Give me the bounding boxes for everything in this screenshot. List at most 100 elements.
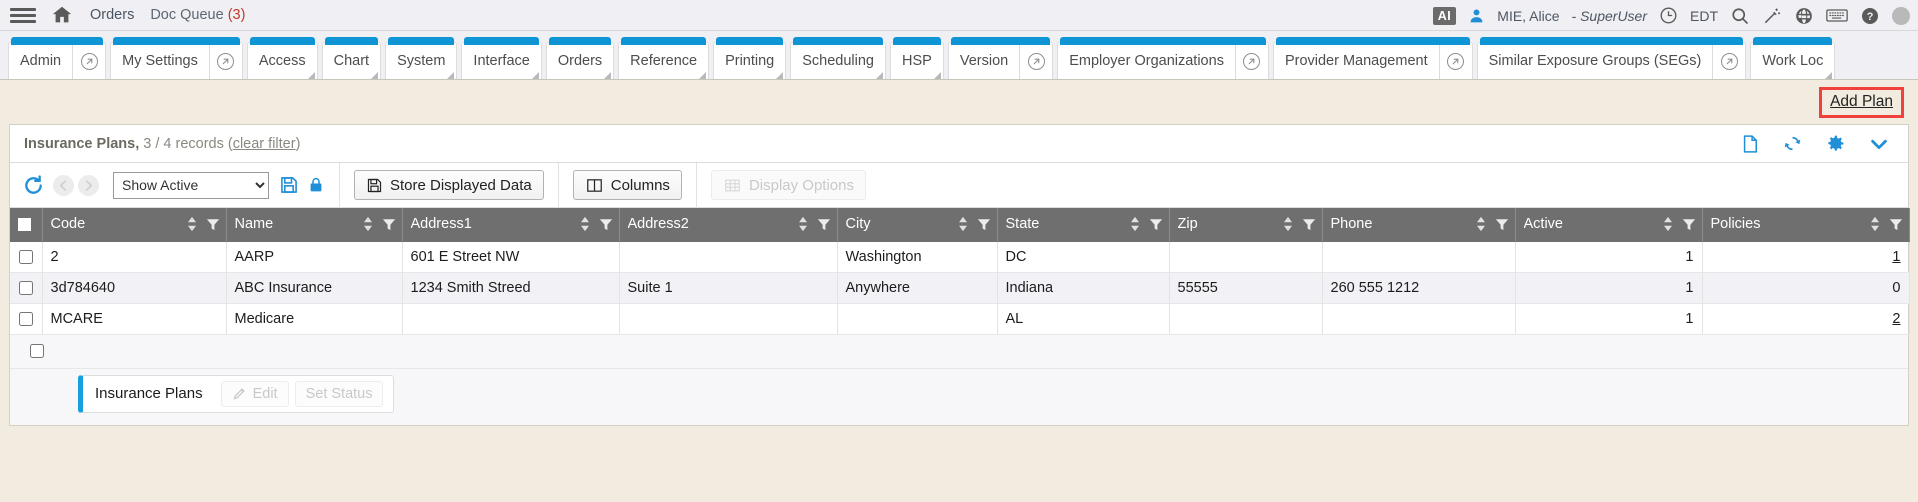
filter-icon[interactable]: [817, 217, 831, 232]
column-header-zip[interactable]: Zip: [1169, 208, 1323, 242]
clock-icon[interactable]: [1659, 6, 1678, 25]
column-header-address2[interactable]: Address2: [619, 208, 838, 242]
filter-icon[interactable]: [206, 217, 220, 232]
breadcrumb-orders[interactable]: Orders: [90, 7, 135, 23]
sort-icon[interactable]: [797, 216, 809, 232]
row-select-checkbox[interactable]: [18, 280, 33, 295]
sort-icon[interactable]: [362, 216, 374, 232]
filter-icon[interactable]: [1889, 217, 1903, 232]
column-header-state[interactable]: State: [997, 208, 1170, 242]
tab-popout[interactable]: [72, 43, 105, 79]
tab-interface[interactable]: Interface: [461, 37, 542, 79]
sort-icon[interactable]: [1129, 216, 1141, 232]
tab-admin[interactable]: Admin: [8, 37, 107, 79]
add-plan-link[interactable]: Add Plan: [1830, 92, 1893, 110]
sort-icon[interactable]: [1869, 216, 1881, 232]
ai-chip[interactable]: AI: [1432, 6, 1457, 25]
sort-icon[interactable]: [1662, 216, 1674, 232]
refresh-grid-icon[interactable]: [22, 174, 45, 197]
tab-work-loc[interactable]: Work Loc: [1750, 37, 1836, 79]
filter-icon[interactable]: [977, 217, 991, 232]
tab-reference[interactable]: Reference: [618, 37, 710, 79]
tab-orders[interactable]: Orders: [545, 37, 615, 79]
table-row[interactable]: 2 AARP 601 E Street NW Washington DC 1 1: [10, 241, 1910, 273]
sort-icon[interactable]: [579, 216, 591, 232]
column-header-city[interactable]: City: [837, 208, 998, 242]
popout-icon[interactable]: [217, 52, 235, 70]
home-icon[interactable]: [50, 4, 74, 26]
column-header-policies[interactable]: Policies: [1702, 208, 1910, 242]
popout-icon[interactable]: [1027, 52, 1045, 70]
column-header-active[interactable]: Active: [1515, 208, 1703, 242]
tab-chart[interactable]: Chart: [321, 37, 382, 79]
hamburger-icon[interactable]: [10, 5, 36, 25]
tab-popout[interactable]: [1712, 43, 1745, 79]
tab-scheduling[interactable]: Scheduling: [790, 37, 886, 79]
row-select-checkbox[interactable]: [18, 249, 33, 264]
tab-system[interactable]: System: [385, 37, 458, 79]
sort-icon[interactable]: [1475, 216, 1487, 232]
tab-hsp[interactable]: HSP: [890, 37, 944, 79]
select-all-header[interactable]: [10, 208, 43, 242]
sort-icon[interactable]: [186, 216, 198, 232]
tab-popout[interactable]: [1019, 43, 1052, 79]
policies-link[interactable]: 1: [1892, 248, 1901, 265]
row-select-cell[interactable]: [10, 241, 43, 273]
column-header-phone[interactable]: Phone: [1322, 208, 1516, 242]
tab-popout[interactable]: [1234, 43, 1268, 79]
row-select-checkbox[interactable]: [18, 311, 33, 326]
breadcrumb-doc-queue[interactable]: Doc Queue (3): [150, 7, 245, 23]
sort-icon[interactable]: [957, 216, 969, 232]
footer-select-checkbox[interactable]: [30, 344, 44, 358]
previous-page-icon[interactable]: [53, 174, 74, 196]
save-icon[interactable]: [279, 175, 299, 195]
keyboard-icon[interactable]: [1826, 7, 1848, 24]
user-avatar-dot[interactable]: [1892, 6, 1910, 25]
filter-icon[interactable]: [1495, 217, 1509, 232]
cell-zip: [1169, 241, 1323, 273]
tab-provider-management[interactable]: Provider Management: [1272, 37, 1473, 79]
row-select-cell[interactable]: [10, 272, 43, 304]
popout-icon[interactable]: [80, 52, 98, 70]
columns-button[interactable]: Columns: [572, 170, 682, 200]
filter-icon[interactable]: [382, 217, 396, 232]
show-active-select[interactable]: Show ActiveShow AllShow Inactive: [113, 171, 269, 199]
filter-icon[interactable]: [599, 217, 613, 232]
new-document-icon[interactable]: [1740, 133, 1760, 155]
tab-popout[interactable]: [208, 43, 242, 79]
column-header-name[interactable]: Name: [226, 208, 403, 242]
tab-access[interactable]: Access: [246, 37, 318, 79]
user-name[interactable]: MIE, Alice: [1497, 7, 1560, 24]
select-all-checkbox[interactable]: [18, 217, 31, 231]
popout-icon[interactable]: [1243, 52, 1261, 70]
clear-filter-link[interactable]: clear filter: [232, 135, 296, 152]
tab-printing[interactable]: Printing: [713, 37, 787, 79]
filter-icon[interactable]: [1682, 217, 1696, 232]
gear-icon[interactable]: [1825, 133, 1846, 154]
tab-version[interactable]: Version: [947, 37, 1054, 79]
lock-icon[interactable]: [307, 175, 325, 195]
next-page-icon[interactable]: [78, 174, 99, 196]
table-row[interactable]: MCARE Medicare AL 1 2: [10, 303, 1910, 335]
table-row[interactable]: 3d784640 ABC Insurance 1234 Smith Streed Su…: [10, 272, 1910, 304]
filter-icon[interactable]: [1302, 217, 1316, 232]
filter-icon[interactable]: [1149, 217, 1163, 232]
refresh-icon[interactable]: [1782, 133, 1803, 154]
row-select-cell[interactable]: [10, 303, 43, 335]
help-icon[interactable]: ?: [1860, 6, 1880, 26]
magic-wand-icon[interactable]: [1762, 6, 1782, 26]
tab-employer-organizations[interactable]: Employer Organizations: [1057, 37, 1269, 79]
policies-link[interactable]: 2: [1892, 310, 1901, 327]
column-header-code[interactable]: Code: [42, 208, 227, 242]
tab-my-settings[interactable]: My Settings: [110, 37, 243, 79]
store-displayed-data-button[interactable]: Store Displayed Data: [354, 170, 544, 200]
globe-icon[interactable]: [1794, 6, 1814, 26]
popout-icon[interactable]: [1447, 52, 1465, 70]
chevron-down-icon[interactable]: [1868, 133, 1890, 155]
tab-similar-exposure-groups-segs[interactable]: Similar Exposure Groups (SEGs): [1476, 37, 1747, 79]
popout-icon[interactable]: [1720, 52, 1738, 70]
tab-popout[interactable]: [1438, 43, 1472, 79]
sort-icon[interactable]: [1282, 216, 1294, 232]
column-header-address1[interactable]: Address1: [402, 208, 620, 242]
search-icon[interactable]: [1730, 6, 1750, 26]
